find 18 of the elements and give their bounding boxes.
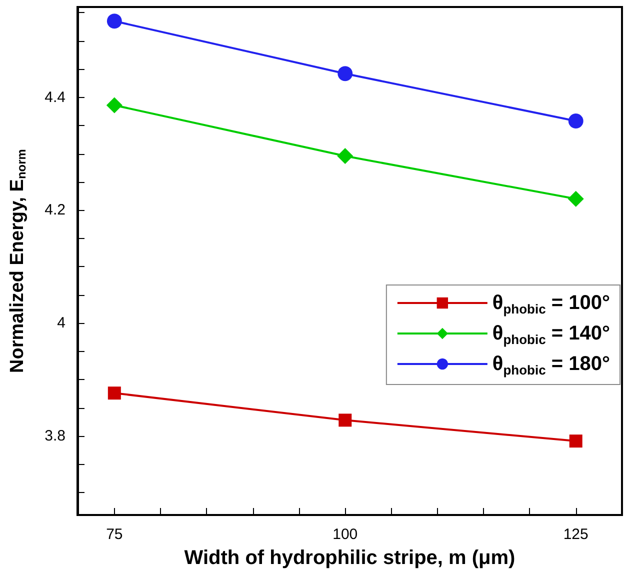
point bbox=[106, 14, 122, 29]
x-tick-label: 125 bbox=[563, 526, 588, 543]
point bbox=[108, 386, 121, 400]
y-tick-label: 4.2 bbox=[44, 202, 66, 219]
point bbox=[568, 190, 584, 207]
point bbox=[338, 414, 352, 427]
point bbox=[338, 66, 353, 82]
x-tick-label: 100 bbox=[332, 526, 358, 543]
x-tick-label: 75 bbox=[106, 526, 123, 543]
y-tick-label: 4 bbox=[57, 314, 66, 332]
x-axis-title: Width of hydrophilic stripe, m (μm) bbox=[184, 547, 516, 569]
y-tick-label: 4.4 bbox=[44, 88, 66, 106]
point bbox=[106, 97, 122, 114]
point bbox=[568, 114, 584, 129]
y-axis-title: Normalized Energy, Enorm bbox=[7, 149, 28, 373]
point bbox=[569, 434, 582, 448]
point bbox=[337, 148, 354, 164]
y-tick-label: 3.8 bbox=[44, 427, 66, 444]
